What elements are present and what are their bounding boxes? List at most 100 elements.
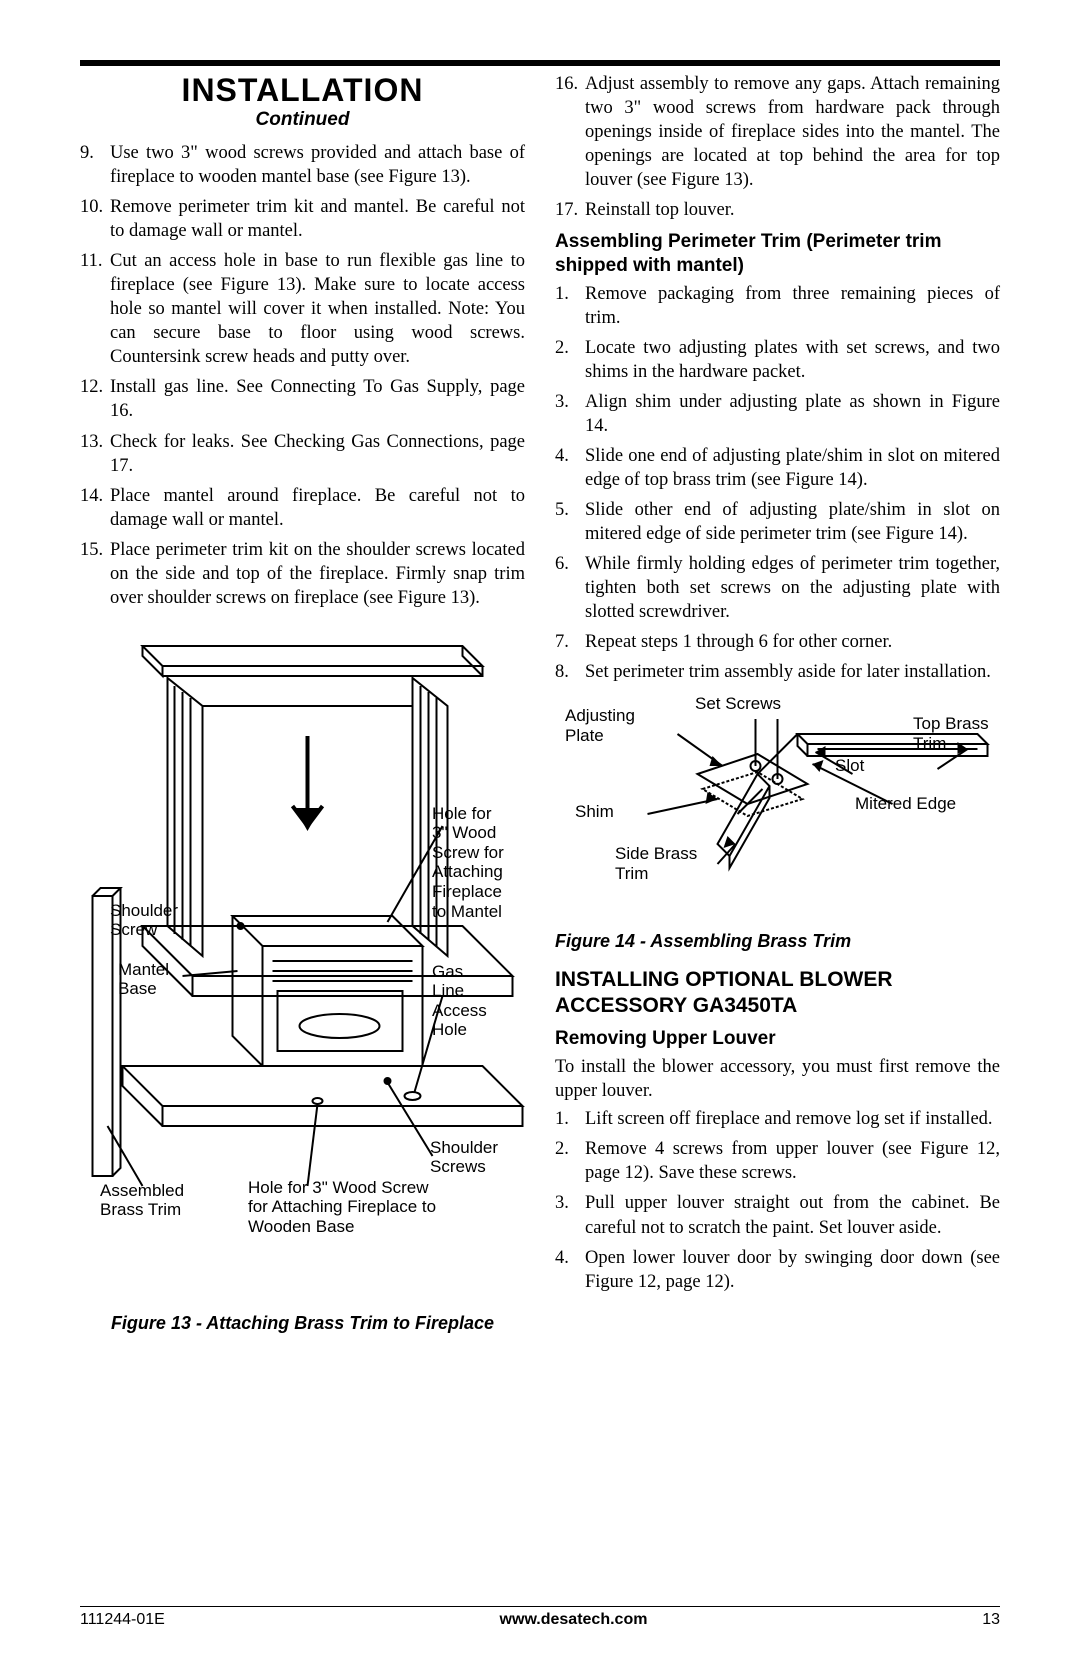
fig14-label-mitered: Mitered Edge xyxy=(855,794,956,814)
fig13-label-gas-hole: GasLineAccessHole xyxy=(432,962,487,1040)
item-number: 2. xyxy=(555,1137,585,1185)
fig14-label-adjusting-plate: AdjustingPlate xyxy=(565,706,635,745)
footer-row: 111244-01E www.desatech.com 13 xyxy=(80,1611,1000,1629)
list-item: 4.Slide one end of adjusting plate/shim … xyxy=(555,444,1000,492)
item-text: Slide one end of adjusting plate/shim in… xyxy=(585,444,1000,492)
item-text: Check for leaks. See Checking Gas Connec… xyxy=(110,430,525,478)
list-item: 17.Reinstall top louver. xyxy=(555,198,1000,222)
item-text: Remove packaging from three remaining pi… xyxy=(585,282,1000,330)
item-number: 12. xyxy=(80,375,110,423)
footer-rule xyxy=(80,1606,1000,1607)
item-number: 16. xyxy=(555,72,585,192)
item-number: 1. xyxy=(555,1107,585,1131)
list-item: 4.Open lower louver door by swinging doo… xyxy=(555,1246,1000,1294)
top-rule xyxy=(80,60,1000,66)
item-number: 3. xyxy=(555,390,585,438)
figure14-caption: Figure 14 - Assembling Brass Trim xyxy=(555,930,1000,953)
list-item: 14.Place mantel around fireplace. Be car… xyxy=(80,484,525,532)
item-text: Open lower louver door by swinging door … xyxy=(585,1246,1000,1294)
columns: INSTALLATION Continued 9.Use two 3" wood… xyxy=(80,72,1000,1334)
item-text: Locate two adjusting plates with set scr… xyxy=(585,336,1000,384)
item-text: Place perimeter trim kit on the shoulder… xyxy=(110,538,525,610)
item-number: 10. xyxy=(80,195,110,243)
list-item: 9.Use two 3" wood screws provided and at… xyxy=(80,141,525,189)
item-number: 15. xyxy=(80,538,110,610)
list-item: 11.Cut an access hole in base to run fle… xyxy=(80,249,525,369)
fig13-label-hole-top: Hole for3" WoodScrew forAttachingFirepla… xyxy=(432,804,504,921)
item-number: 13. xyxy=(80,430,110,478)
item-text: Lift screen off fireplace and remove log… xyxy=(585,1107,1000,1131)
list-item: 3.Pull upper louver straight out from th… xyxy=(555,1191,1000,1239)
item-number: 5. xyxy=(555,498,585,546)
item-text: Remove perimeter trim kit and mantel. Be… xyxy=(110,195,525,243)
continued-label: Continued xyxy=(80,109,525,131)
list-item: 5.Slide other end of adjusting plate/shi… xyxy=(555,498,1000,546)
page: INSTALLATION Continued 9.Use two 3" wood… xyxy=(0,0,1080,1669)
list-item: 6.While firmly holding edges of perimete… xyxy=(555,552,1000,624)
footer-docnum: 111244-01E xyxy=(80,1611,165,1629)
item-text: Cut an access hole in base to run flexib… xyxy=(110,249,525,369)
item-number: 11. xyxy=(80,249,110,369)
fig14-label-set-screws: Set Screws xyxy=(695,694,781,714)
list-item: 3.Align shim under adjusting plate as sh… xyxy=(555,390,1000,438)
item-text: Slide other end of adjusting plate/shim … xyxy=(585,498,1000,546)
instruction-list-right-cont: 16.Adjust assembly to remove any gaps. A… xyxy=(555,72,1000,222)
list-item: 16.Adjust assembly to remove any gaps. A… xyxy=(555,72,1000,192)
list-item: 13.Check for leaks. See Checking Gas Con… xyxy=(80,430,525,478)
item-text: Adjust assembly to remove any gaps. Atta… xyxy=(585,72,1000,192)
item-number: 14. xyxy=(80,484,110,532)
figure13-caption: Figure 13 - Attaching Brass Trim to Fire… xyxy=(80,1312,525,1335)
fig13-label-shoulder-screw: ShoulderScrew xyxy=(110,901,178,940)
figure-13: ShoulderScrew MantelBase Hole for3" Wood… xyxy=(80,626,525,1306)
blower-heading: INSTALLING OPTIONAL BLOWER ACCESSORY GA3… xyxy=(555,967,1000,1020)
figure-14: Set Screws AdjustingPlate Top BrassTrim … xyxy=(555,694,1000,924)
fig14-label-top-brass: Top BrassTrim xyxy=(913,714,989,753)
item-number: 4. xyxy=(555,444,585,492)
item-text: While firmly holding edges of perimeter … xyxy=(585,552,1000,624)
item-text: Repeat steps 1 through 6 for other corne… xyxy=(585,630,1000,654)
fig14-label-side-brass: Side BrassTrim xyxy=(615,844,697,883)
list-item: 2.Locate two adjusting plates with set s… xyxy=(555,336,1000,384)
footer: 111244-01E www.desatech.com 13 xyxy=(80,1606,1000,1629)
left-column: INSTALLATION Continued 9.Use two 3" wood… xyxy=(80,72,525,1334)
item-text: Use two 3" wood screws provided and atta… xyxy=(110,141,525,189)
footer-pagenum: 13 xyxy=(982,1611,1000,1629)
fig14-label-shim: Shim xyxy=(575,802,614,822)
item-text: Pull upper louver straight out from the … xyxy=(585,1191,1000,1239)
footer-url: www.desatech.com xyxy=(500,1611,648,1629)
item-number: 4. xyxy=(555,1246,585,1294)
item-number: 7. xyxy=(555,630,585,654)
item-number: 2. xyxy=(555,336,585,384)
removing-para: To install the blower accessory, you mus… xyxy=(555,1055,1000,1103)
item-text: Remove 4 screws from upper louver (see F… xyxy=(585,1137,1000,1185)
item-number: 8. xyxy=(555,660,585,684)
list-item: 8.Set perimeter trim assembly aside for … xyxy=(555,660,1000,684)
fig13-label-mantel-base: MantelBase xyxy=(118,960,169,999)
instruction-list-left: 9.Use two 3" wood screws provided and at… xyxy=(80,141,525,610)
item-text: Install gas line. See Connecting To Gas … xyxy=(110,375,525,423)
right-column: 16.Adjust assembly to remove any gaps. A… xyxy=(555,72,1000,1334)
item-text: Place mantel around fireplace. Be carefu… xyxy=(110,484,525,532)
fig13-label-hole-bottom: Hole for 3" Wood Screwfor Attaching Fire… xyxy=(248,1178,436,1237)
list-item: 1.Remove packaging from three remaining … xyxy=(555,282,1000,330)
list-item: 10.Remove perimeter trim kit and mantel.… xyxy=(80,195,525,243)
removing-list: 1.Lift screen off fireplace and remove l… xyxy=(555,1107,1000,1293)
item-number: 9. xyxy=(80,141,110,189)
item-number: 6. xyxy=(555,552,585,624)
item-number: 1. xyxy=(555,282,585,330)
list-item: 15.Place perimeter trim kit on the shoul… xyxy=(80,538,525,610)
list-item: 7.Repeat steps 1 through 6 for other cor… xyxy=(555,630,1000,654)
item-number: 17. xyxy=(555,198,585,222)
section-title: INSTALLATION xyxy=(80,72,525,109)
list-item: 2.Remove 4 screws from upper louver (see… xyxy=(555,1137,1000,1185)
fig14-label-slot: Slot xyxy=(835,756,864,776)
removing-heading: Removing Upper Louver xyxy=(555,1027,1000,1051)
list-item: 12.Install gas line. See Connecting To G… xyxy=(80,375,525,423)
item-text: Align shim under adjusting plate as show… xyxy=(585,390,1000,438)
item-number: 3. xyxy=(555,1191,585,1239)
fig13-label-assembled: AssembledBrass Trim xyxy=(100,1181,184,1220)
fig13-label-shoulder-screws: ShoulderScrews xyxy=(430,1138,498,1177)
item-text: Reinstall top louver. xyxy=(585,198,1000,222)
assembling-list: 1.Remove packaging from three remaining … xyxy=(555,282,1000,685)
assembling-heading: Assembling Perimeter Trim (Perimeter tri… xyxy=(555,230,1000,278)
